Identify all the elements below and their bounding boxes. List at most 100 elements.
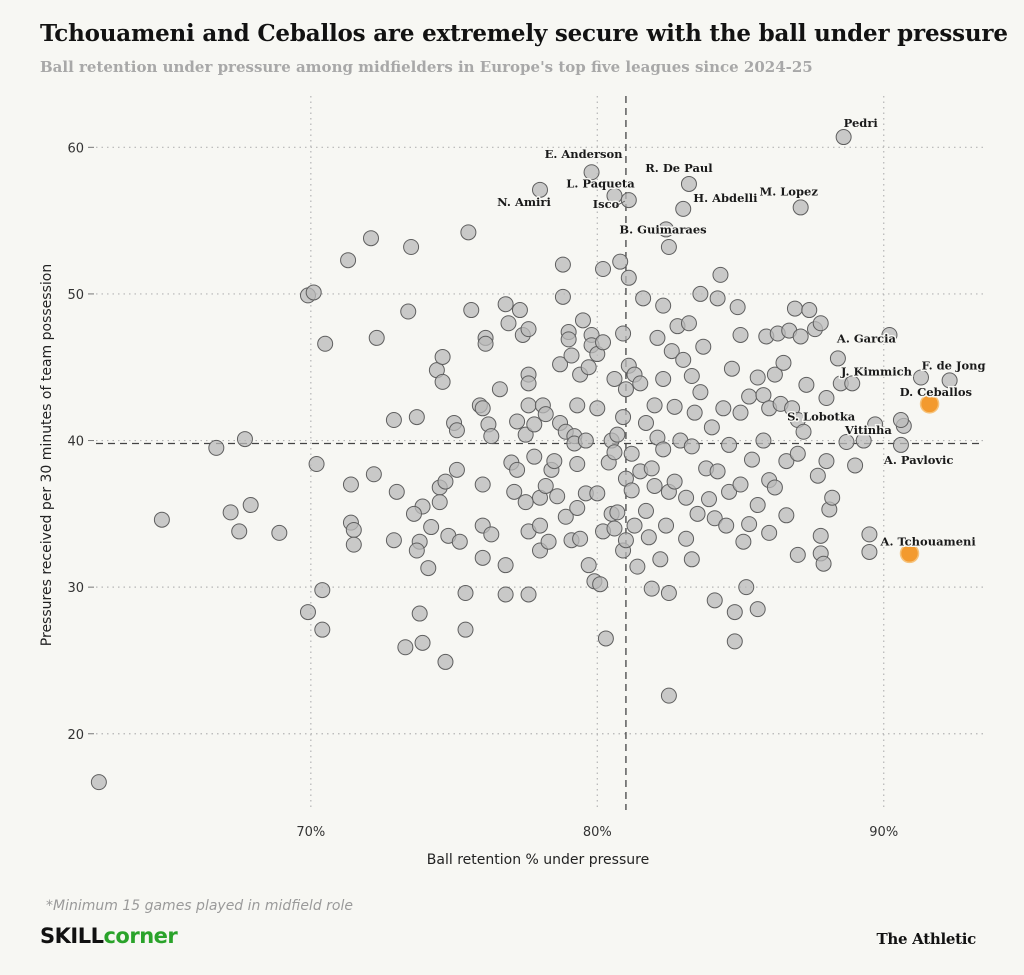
scatter-point: [405, 505, 422, 522]
scatter-point: [732, 326, 749, 343]
scatter-point: [732, 476, 749, 493]
scatter-point: [437, 473, 454, 490]
skillcorner-logo-part2: corner: [103, 924, 178, 948]
scatter-point: [789, 445, 806, 462]
scatter-point: [517, 426, 534, 443]
scatter-point: [815, 555, 832, 572]
y-tick-label: 60: [67, 141, 84, 156]
scatter-point: [881, 326, 898, 343]
scatter-point: [497, 296, 514, 313]
scatter-point: [271, 524, 288, 541]
scatter-point: [431, 494, 448, 511]
scatter-point: [434, 348, 451, 365]
scatter-point: [786, 300, 803, 317]
scatter-point: [615, 325, 632, 342]
scatter-point: [652, 551, 669, 568]
scatter-point: [595, 334, 612, 351]
point-label: Pedri: [844, 116, 879, 130]
scatter-point: [457, 585, 474, 602]
scatter-point: [718, 517, 735, 534]
scatter-point: [340, 252, 357, 269]
scatter-point: [497, 586, 514, 603]
scatter-point: [658, 517, 675, 534]
scatter-point: [434, 373, 451, 390]
scatter-point: [692, 285, 709, 302]
scatter-point: [847, 457, 864, 474]
scatter-point: [569, 499, 586, 516]
scatter-point: [640, 529, 657, 546]
scatter-point: [400, 303, 417, 320]
scatter-point: [483, 428, 500, 445]
scatter-point: [643, 460, 660, 477]
scatter-point: [474, 549, 491, 566]
scatter-point: [520, 586, 537, 603]
scatter-point: [242, 497, 259, 514]
scatter-point: [632, 375, 649, 392]
scatter-point: [643, 580, 660, 597]
labeled-point: [792, 199, 809, 216]
scatter-point: [615, 409, 632, 426]
scatter-point: [649, 329, 666, 346]
scatter-point: [554, 288, 571, 305]
labeled-point: [941, 372, 958, 389]
scatter-point: [683, 551, 700, 568]
labeled-point: [658, 221, 675, 238]
scatter-point: [749, 601, 766, 618]
scatter-point: [345, 536, 362, 553]
scatter-point: [861, 526, 878, 543]
scatter-point: [314, 621, 331, 638]
scatter-point: [308, 455, 325, 472]
scatter-point: [617, 532, 634, 549]
scatter-point: [844, 375, 861, 392]
scatter-point: [554, 256, 571, 273]
scatter-point: [726, 604, 743, 621]
scatter-point: [778, 507, 795, 524]
scatter-point: [474, 476, 491, 493]
scatter-point: [738, 579, 755, 596]
scatter-point: [537, 406, 554, 423]
point-label: E. Anderson: [545, 147, 624, 161]
scatter-point: [597, 630, 614, 647]
scatter-point: [678, 530, 695, 547]
scatter-point: [712, 266, 729, 283]
scatter-point: [509, 461, 526, 478]
scatter-point: [706, 592, 723, 609]
scatter-point: [231, 523, 248, 540]
scatter-point: [646, 477, 663, 494]
chart-title: Tchouameni and Ceballos are extremely se…: [40, 20, 1008, 47]
scatter-point: [689, 505, 706, 522]
scatter-point: [552, 356, 569, 373]
x-tick-label: 80%: [583, 825, 612, 840]
scatter-point: [609, 504, 626, 521]
scatter-point: [589, 400, 606, 417]
scatter-point: [726, 633, 743, 650]
scatter-point: [540, 533, 557, 550]
labels-layer: Pedri E. Anderson R. De Paul L. Paqueta N. A…: [496, 115, 987, 550]
isco-leader-line: [615, 200, 625, 207]
scatter-point: [729, 299, 746, 316]
scatter-point: [574, 312, 591, 329]
scatter-point: [403, 239, 420, 256]
scatter-point: [775, 354, 792, 371]
scatter-point: [735, 533, 752, 550]
scatter-point: [560, 331, 577, 348]
scatter-point: [795, 423, 812, 440]
scatter-point: [861, 543, 878, 560]
scatter-point: [580, 557, 597, 574]
scatter-point: [606, 520, 623, 537]
axis-layer: 20 30 40 50 60 70% 80% 90% Ball retention % unde…: [39, 141, 898, 868]
scatter-point: [606, 370, 623, 387]
scatter-point: [526, 448, 543, 465]
highlight-point: [899, 543, 920, 564]
scatter-point: [460, 224, 477, 241]
point-label: B. Guimaraes: [619, 222, 706, 236]
scatter-point: [855, 432, 872, 449]
the-athletic-logo: The Athletic: [876, 930, 977, 948]
point-label: A. Tchouameni: [880, 534, 977, 548]
skillcorner-logo-part1: SKILL: [40, 924, 104, 948]
scatter-point: [761, 524, 778, 541]
scatter-point: [655, 441, 672, 458]
scatter-point: [623, 482, 640, 499]
point-label: J. Kimmich: [840, 364, 913, 378]
labeled-point: [829, 350, 846, 367]
